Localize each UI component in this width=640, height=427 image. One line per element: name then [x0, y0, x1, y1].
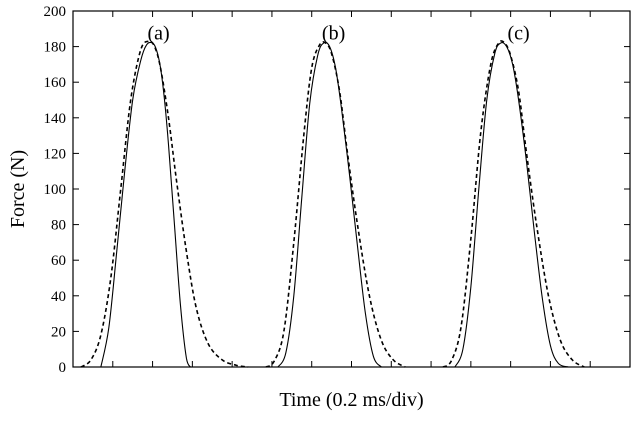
dashed-series-3: [265, 41, 406, 368]
series-group: [80, 40, 585, 368]
y-axis-ticks: [73, 10, 630, 368]
panel-label: (c): [507, 22, 529, 44]
y-tick-label: 120: [44, 146, 67, 162]
y-axis-tick-labels: 0 20 40 60 80 100 120 140 160 180 200: [44, 4, 67, 376]
dashed-series-1: [80, 40, 249, 368]
y-tick-label: 20: [51, 324, 66, 340]
x-axis-title: Time (0.2 ms/div): [279, 389, 423, 411]
y-tick-label: 100: [44, 182, 67, 198]
x-axis-ticks: [112, 11, 591, 367]
y-tick-label: 60: [51, 253, 66, 269]
plot-area: 0 20 40 60 80 100 120 140 160 180 200 (a) (b) (c): [44, 4, 631, 376]
panel-label: (a): [147, 22, 169, 44]
y-tick-label: 160: [44, 75, 67, 91]
panel-labels: (a) (b) (c): [147, 22, 529, 44]
y-tick-label: 0: [59, 360, 67, 376]
y-tick-label: 140: [44, 111, 67, 127]
y-tick-label: 200: [44, 4, 67, 20]
y-tick-label: 80: [51, 218, 66, 234]
solid-series-2: [277, 41, 382, 368]
y-axis-title: Force (N): [7, 150, 29, 228]
solid-series-0: [100, 41, 191, 368]
panel-label: (b): [322, 22, 345, 44]
solid-series-4: [454, 42, 569, 368]
y-tick-label: 40: [51, 289, 66, 305]
dashed-series-5: [442, 40, 585, 368]
y-tick-label: 180: [44, 40, 67, 56]
